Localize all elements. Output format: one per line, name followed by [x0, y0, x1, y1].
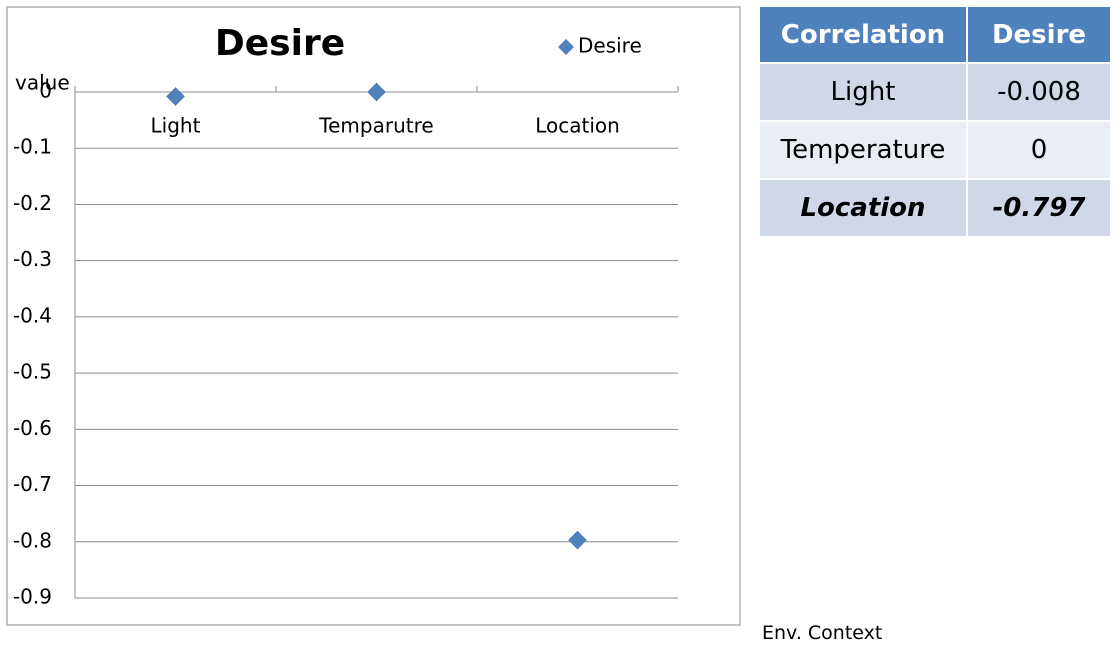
y-tick-label: -0.1	[13, 135, 52, 159]
x-tick-label: Location	[535, 114, 620, 138]
correlation-table: Correlation Desire Light -0.008 Temperat…	[758, 5, 1112, 238]
cell: Temperature	[758, 120, 968, 180]
table-row: Temperature 0	[758, 120, 1112, 180]
y-tick-label: -0.3	[13, 247, 52, 271]
legend-marker	[558, 39, 574, 55]
y-tick-label: -0.6	[13, 416, 52, 440]
y-tick-label: -0.4	[13, 303, 52, 327]
header-cell: Desire	[966, 5, 1112, 64]
chart-title: Desire	[215, 23, 345, 64]
y-axis-label: value	[15, 71, 70, 95]
table-row: Location -0.797	[758, 178, 1112, 238]
cell: Light	[758, 62, 968, 122]
y-tick-label: -0.2	[13, 191, 52, 215]
y-tick-label: -0.8	[13, 528, 52, 552]
header-cell: Correlation	[758, 5, 968, 64]
cell: Location	[758, 178, 968, 238]
chart-frame	[6, 6, 741, 626]
marker	[568, 530, 587, 550]
marker	[166, 87, 185, 106]
cell: -0.797	[966, 178, 1112, 238]
table-header: Correlation Desire	[758, 5, 1112, 64]
y-tick-label: -0.7	[13, 472, 52, 496]
legend-label: Desire	[578, 34, 642, 58]
cell: -0.008	[966, 62, 1112, 122]
y-tick-label: -0.9	[13, 585, 52, 609]
caption: Env. Context	[762, 622, 883, 644]
x-tick-label: Temparutre	[318, 114, 433, 138]
x-tick-label: Light	[151, 114, 201, 138]
marker	[367, 82, 386, 102]
cell: 0	[966, 120, 1112, 180]
y-tick-label: 0	[39, 79, 52, 103]
y-tick-label: -0.5	[13, 360, 52, 384]
chart: Desire value 0 -0.1 -0.2 -0.3 -0.4 -0.5 -0.6 -0…	[6, 6, 741, 626]
table-row: Light -0.008	[758, 62, 1112, 122]
